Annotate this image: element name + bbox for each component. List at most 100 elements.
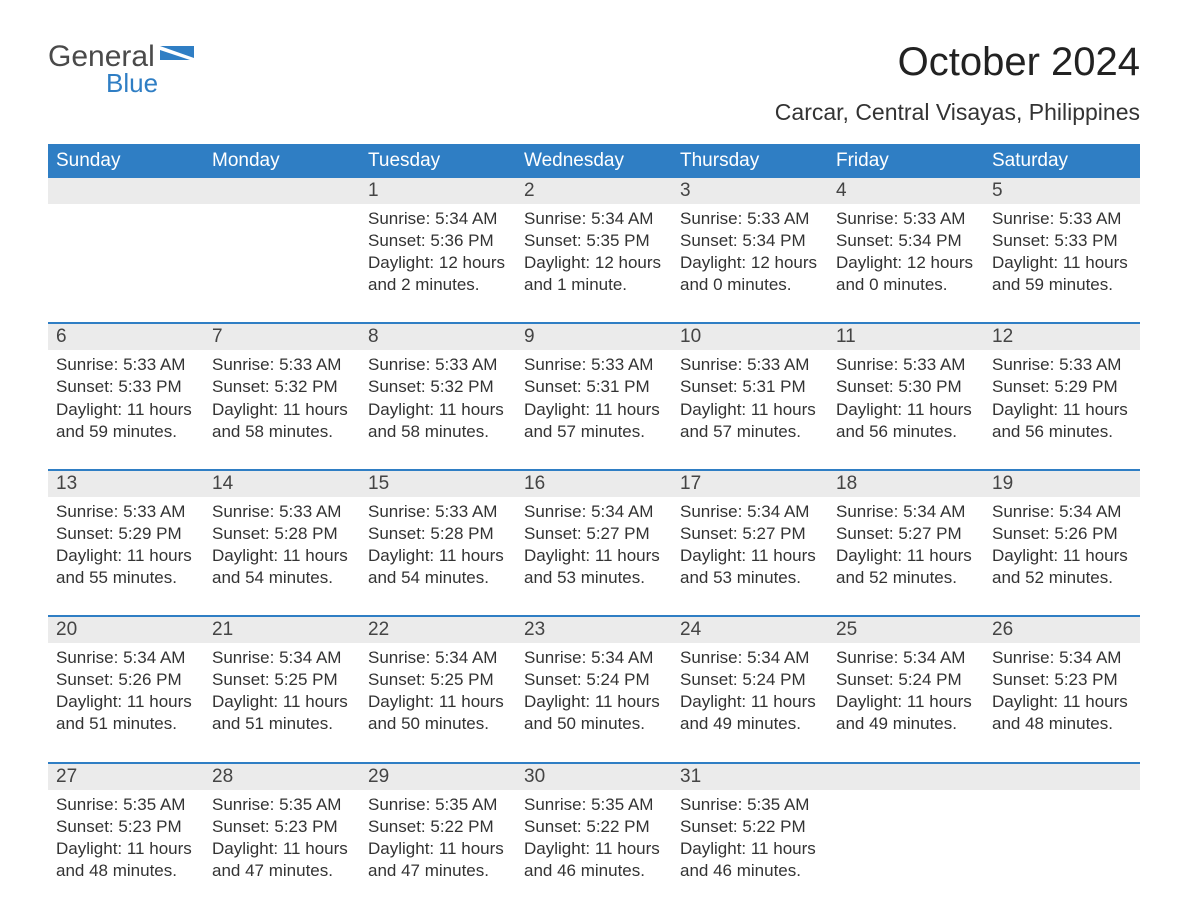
day-cell: Sunrise: 5:35 AMSunset: 5:22 PMDaylight:… [672,790,828,886]
day-number: 25 [828,616,984,643]
sunset: Sunset: 5:29 PM [56,523,196,545]
sunrise: Sunrise: 5:33 AM [524,354,664,376]
sunrise: Sunrise: 5:33 AM [992,208,1132,230]
sunrise: Sunrise: 5:34 AM [680,501,820,523]
daylight: Daylight: 11 hours and 46 minutes. [524,838,664,882]
sunrise: Sunrise: 5:35 AM [56,794,196,816]
day-number: 4 [828,178,984,204]
sunset: Sunset: 5:24 PM [836,669,976,691]
daylight: Daylight: 11 hours and 59 minutes. [992,252,1132,296]
daylight: Daylight: 11 hours and 54 minutes. [212,545,352,589]
sunset: Sunset: 5:28 PM [368,523,508,545]
day-header-tuesday: Tuesday [360,144,516,178]
day-number: 9 [516,323,672,350]
sunrise: Sunrise: 5:34 AM [212,647,352,669]
sunset: Sunset: 5:28 PM [212,523,352,545]
daylight: Daylight: 11 hours and 57 minutes. [680,399,820,443]
daylight: Daylight: 11 hours and 50 minutes. [524,691,664,735]
sunrise: Sunrise: 5:34 AM [836,647,976,669]
week1-daynum-row: 6 7 8 9 10 11 12 [48,323,1140,350]
sunrise: Sunrise: 5:34 AM [524,208,664,230]
week3-detail-row: Sunrise: 5:34 AMSunset: 5:26 PMDaylight:… [48,643,1140,762]
day-number: 14 [204,470,360,497]
title-block: October 2024 Carcar, Central Visayas, Ph… [775,40,1140,126]
week4-detail-row: Sunrise: 5:35 AMSunset: 5:23 PMDaylight:… [48,790,1140,886]
day-cell: Sunrise: 5:33 AMSunset: 5:29 PMDaylight:… [48,497,204,616]
day-cell: Sunrise: 5:33 AMSunset: 5:32 PMDaylight:… [204,350,360,469]
logo-flag-icon [160,46,194,68]
day-cell [204,204,360,323]
day-number [828,763,984,790]
sunset: Sunset: 5:26 PM [56,669,196,691]
day-header-wednesday: Wednesday [516,144,672,178]
sunrise: Sunrise: 5:35 AM [368,794,508,816]
week2-detail-row: Sunrise: 5:33 AMSunset: 5:29 PMDaylight:… [48,497,1140,616]
sunrise: Sunrise: 5:34 AM [992,647,1132,669]
logo-text-blue: Blue [106,68,158,99]
day-number: 24 [672,616,828,643]
day-cell: Sunrise: 5:35 AMSunset: 5:23 PMDaylight:… [48,790,204,886]
daylight: Daylight: 11 hours and 48 minutes. [56,838,196,882]
daylight: Daylight: 11 hours and 59 minutes. [56,399,196,443]
daylight: Daylight: 12 hours and 0 minutes. [836,252,976,296]
daylight: Daylight: 11 hours and 53 minutes. [524,545,664,589]
day-number: 7 [204,323,360,350]
daylight: Daylight: 11 hours and 53 minutes. [680,545,820,589]
sunset: Sunset: 5:29 PM [992,376,1132,398]
daylight: Daylight: 12 hours and 2 minutes. [368,252,508,296]
day-cell: Sunrise: 5:33 AMSunset: 5:34 PMDaylight:… [828,204,984,323]
sunrise: Sunrise: 5:35 AM [680,794,820,816]
day-cell: Sunrise: 5:35 AMSunset: 5:23 PMDaylight:… [204,790,360,886]
sunset: Sunset: 5:24 PM [524,669,664,691]
day-cell: Sunrise: 5:34 AMSunset: 5:24 PMDaylight:… [516,643,672,762]
day-number [204,178,360,204]
day-cell: Sunrise: 5:34 AMSunset: 5:25 PMDaylight:… [204,643,360,762]
calendar-table: Sunday Monday Tuesday Wednesday Thursday… [48,144,1140,886]
sunset: Sunset: 5:33 PM [992,230,1132,252]
sunset: Sunset: 5:36 PM [368,230,508,252]
day-number: 1 [360,178,516,204]
daylight: Daylight: 11 hours and 51 minutes. [56,691,196,735]
day-cell: Sunrise: 5:34 AMSunset: 5:36 PMDaylight:… [360,204,516,323]
sunset: Sunset: 5:22 PM [680,816,820,838]
sunset: Sunset: 5:32 PM [212,376,352,398]
day-number: 23 [516,616,672,643]
sunrise: Sunrise: 5:34 AM [524,647,664,669]
day-cell: Sunrise: 5:33 AMSunset: 5:30 PMDaylight:… [828,350,984,469]
month-title: October 2024 [775,40,1140,85]
day-cell: Sunrise: 5:33 AMSunset: 5:31 PMDaylight:… [516,350,672,469]
day-number: 30 [516,763,672,790]
day-cell: Sunrise: 5:34 AMSunset: 5:26 PMDaylight:… [48,643,204,762]
sunset: Sunset: 5:25 PM [368,669,508,691]
day-number: 5 [984,178,1140,204]
sunrise: Sunrise: 5:34 AM [524,501,664,523]
sunset: Sunset: 5:33 PM [56,376,196,398]
daylight: Daylight: 11 hours and 56 minutes. [992,399,1132,443]
week0-daynum-row: 1 2 3 4 5 [48,178,1140,204]
daylight: Daylight: 11 hours and 51 minutes. [212,691,352,735]
sunrise: Sunrise: 5:33 AM [368,354,508,376]
sunrise: Sunrise: 5:35 AM [524,794,664,816]
sunset: Sunset: 5:22 PM [368,816,508,838]
sunrise: Sunrise: 5:34 AM [368,647,508,669]
day-cell: Sunrise: 5:33 AMSunset: 5:34 PMDaylight:… [672,204,828,323]
sunset: Sunset: 5:23 PM [992,669,1132,691]
sunrise: Sunrise: 5:33 AM [992,354,1132,376]
day-cell: Sunrise: 5:34 AMSunset: 5:25 PMDaylight:… [360,643,516,762]
sunset: Sunset: 5:23 PM [56,816,196,838]
logo: General Blue [48,40,194,99]
day-number: 29 [360,763,516,790]
daylight: Daylight: 11 hours and 49 minutes. [836,691,976,735]
day-cell: Sunrise: 5:34 AMSunset: 5:27 PMDaylight:… [828,497,984,616]
daylight: Daylight: 12 hours and 0 minutes. [680,252,820,296]
day-cell [48,204,204,323]
sunrise: Sunrise: 5:35 AM [212,794,352,816]
day-header-sunday: Sunday [48,144,204,178]
sunset: Sunset: 5:35 PM [524,230,664,252]
daylight: Daylight: 11 hours and 50 minutes. [368,691,508,735]
day-number: 28 [204,763,360,790]
day-cell: Sunrise: 5:33 AMSunset: 5:31 PMDaylight:… [672,350,828,469]
sunrise: Sunrise: 5:33 AM [56,354,196,376]
sunrise: Sunrise: 5:33 AM [836,208,976,230]
daylight: Daylight: 11 hours and 46 minutes. [680,838,820,882]
